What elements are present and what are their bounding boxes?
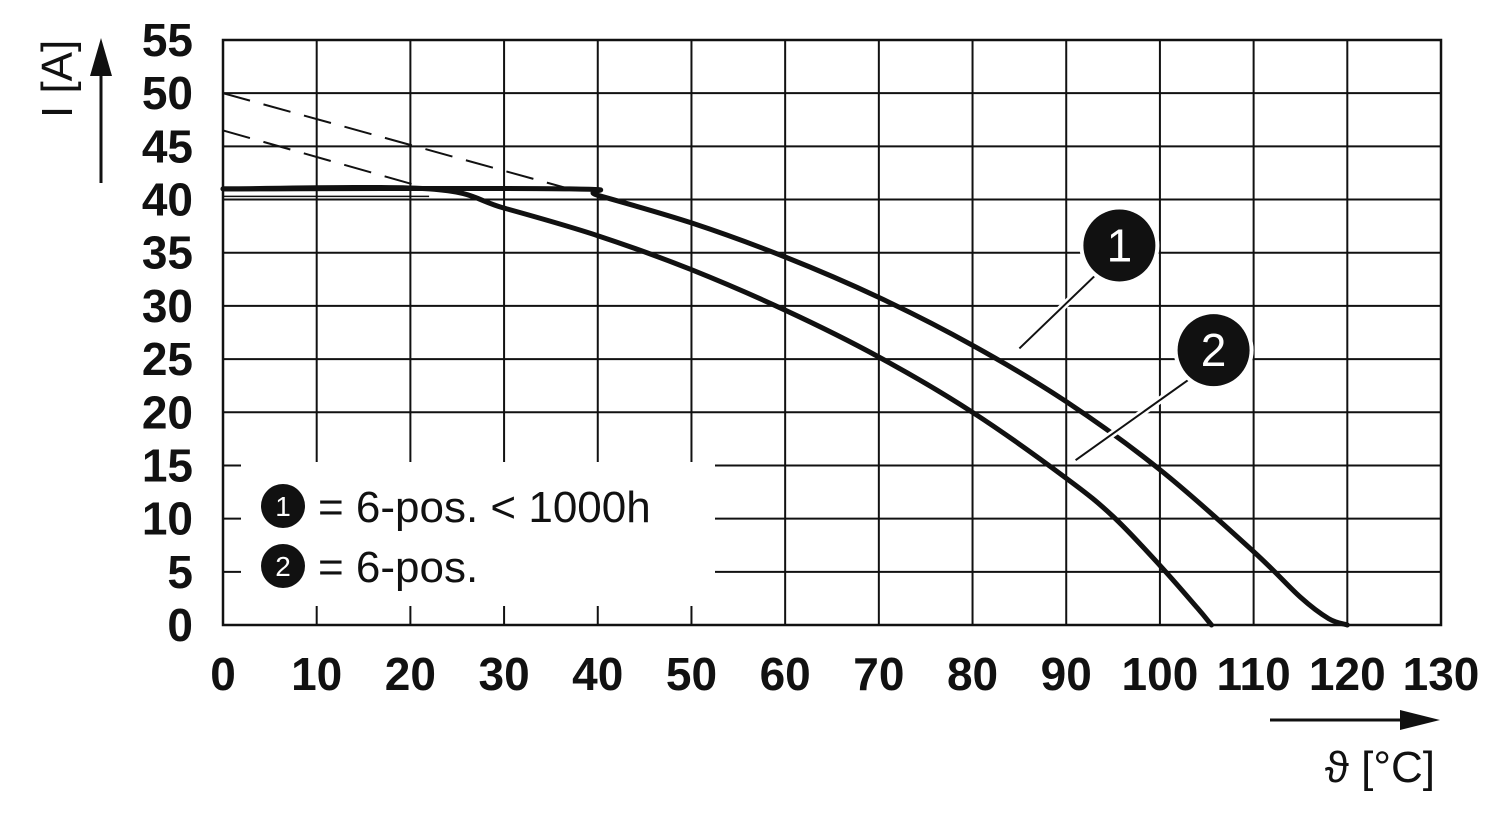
y-axis-title: I [A] — [33, 38, 112, 183]
callout-2-label: 2 — [1201, 324, 1227, 376]
x-tick-label: 50 — [666, 648, 717, 700]
legend-entry-1: 1 = 6-pos. < 1000h — [261, 483, 651, 532]
legend-marker-1-label: 1 — [275, 491, 291, 522]
legend-marker-1 — [261, 484, 305, 528]
y-tick-label: 40 — [142, 174, 193, 226]
callouts: 12 — [1016, 205, 1254, 463]
callout-1-bubble — [1083, 209, 1156, 282]
x-tick-label: 130 — [1403, 648, 1480, 700]
x-tick-label: 10 — [291, 648, 342, 700]
x-tick-label: 40 — [572, 648, 623, 700]
y-tick-label: 15 — [142, 439, 193, 491]
x-axis-label: ϑ [°C] — [1325, 743, 1435, 792]
legend-entry-2-text: = 6-pos. — [318, 543, 478, 592]
x-tick-label: 70 — [853, 648, 904, 700]
y-tick-label: 0 — [167, 599, 193, 651]
x-tick-label: 0 — [210, 648, 236, 700]
legend-box — [241, 462, 715, 606]
plot-frame — [221, 38, 1443, 627]
x-tick-label: 30 — [478, 648, 529, 700]
legend: 1 = 6-pos. < 1000h 2 = 6-pos. — [241, 462, 715, 606]
y-axis-label: I [A] — [33, 40, 82, 118]
y-axis-arrow-head — [90, 38, 112, 76]
x-tick-label: 80 — [947, 648, 998, 700]
x-tick-label: 90 — [1041, 648, 1092, 700]
series-1-line — [220, 185, 1350, 628]
x-axis-arrow-head — [1400, 710, 1440, 730]
y-tick-label: 5 — [167, 546, 193, 598]
x-tick-label: 20 — [385, 648, 436, 700]
callout-2-leader — [1075, 375, 1195, 461]
legend-marker-2 — [261, 544, 305, 588]
x-tick-labels: 0 10 20 30 40 50 60 70 80 90 100 110 120 130 — [210, 648, 1479, 700]
y-tick-label: 55 — [142, 14, 193, 66]
y-tick-label: 10 — [142, 493, 193, 545]
y-tick-label: 50 — [142, 67, 193, 119]
y-tick-label: 45 — [142, 120, 193, 172]
series-1-extrapolation — [222, 92, 570, 190]
curves — [220, 92, 1350, 628]
y-tick-label: 20 — [142, 386, 193, 438]
callout-1-leader — [1018, 270, 1101, 350]
x-tick-label: 110 — [1217, 648, 1291, 700]
y-tick-label: 25 — [142, 333, 193, 385]
y-tick-label: 30 — [142, 280, 193, 332]
legend-entry-2: 2 = 6-pos. — [261, 543, 478, 592]
x-tick-label: 100 — [1122, 648, 1199, 700]
legend-entry-1-text: = 6-pos. < 1000h — [318, 483, 651, 532]
x-tick-label: 60 — [760, 648, 811, 700]
legend-marker-2-label: 2 — [275, 551, 291, 582]
x-axis-title: ϑ [°C] — [1270, 710, 1440, 792]
callout-1-label: 1 — [1107, 219, 1133, 271]
grid — [221, 38, 1443, 627]
series-2-extrapolation — [222, 129, 430, 190]
x-tick-label: 120 — [1309, 648, 1386, 700]
y-tick-label: 35 — [142, 227, 193, 279]
series-2-line — [220, 184, 1214, 628]
callout-2-bubble — [1177, 314, 1250, 387]
